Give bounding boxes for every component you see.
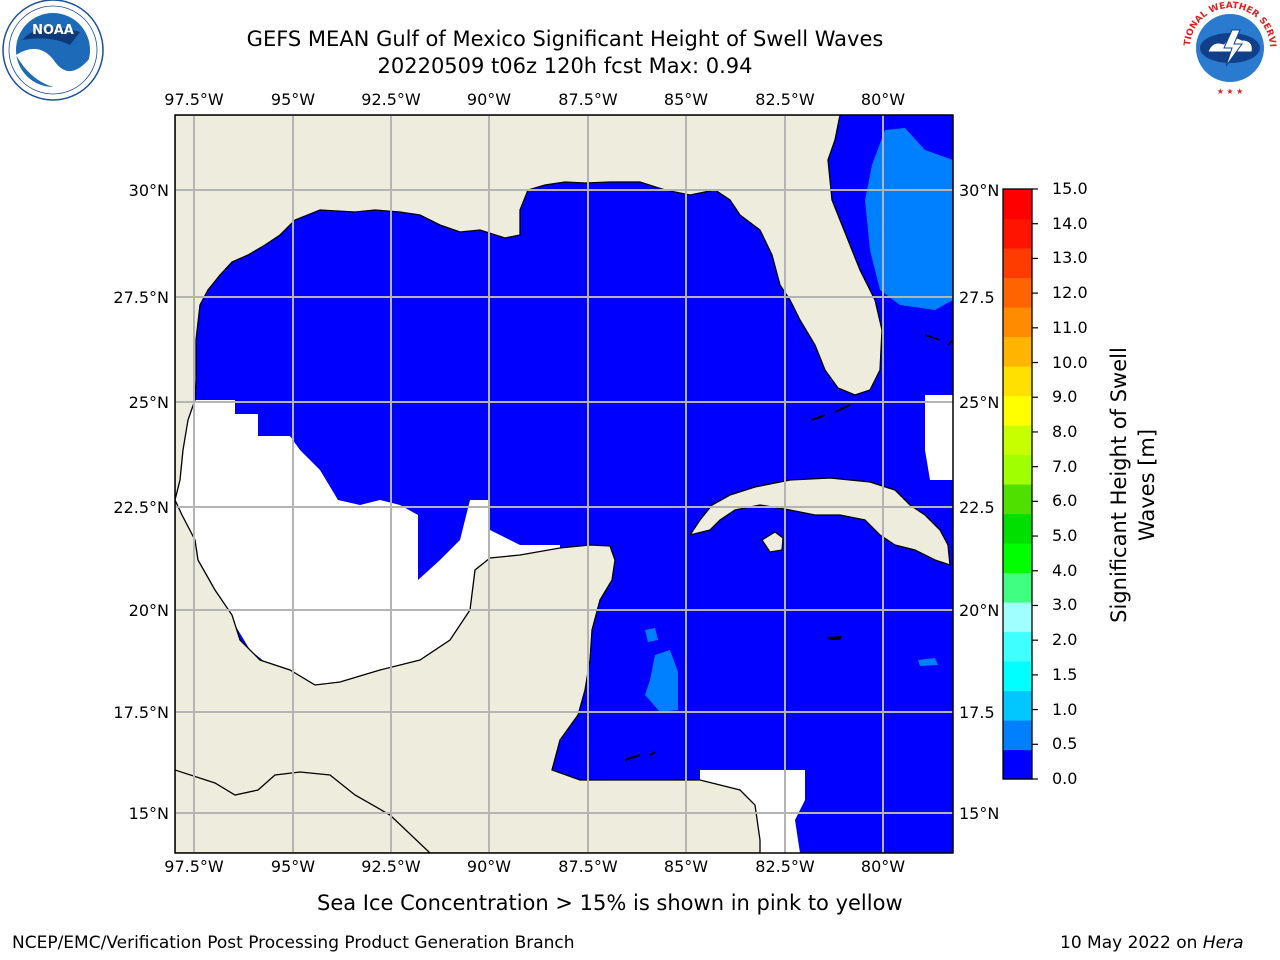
colorbar-tick-label: 12.0: [1052, 283, 1088, 303]
lat-label-right-30n: 30°N: [959, 181, 1000, 200]
land-bay-islands: [624, 751, 656, 761]
colorbar-swatch: [1003, 720, 1032, 751]
colorbar-title-line2: Waves [m]: [1135, 428, 1159, 542]
lat-label-right-20n: 20°N: [959, 601, 1000, 620]
colorbar-tick-label: 11.0: [1052, 317, 1088, 337]
colorbar-tick-label: 14.0: [1052, 213, 1088, 233]
colorbar-tick-label: 15.0: [1052, 179, 1088, 198]
swell-area-caribbean-3: [918, 658, 938, 666]
lon-label-bottom-97-5w: 97.5°W: [164, 857, 224, 876]
sea-ice-note: Sea Ice Concentration > 15% is shown in …: [317, 891, 903, 915]
lat-label-right-15n: 15°N: [959, 804, 1000, 823]
svg-text:NOAA: NOAA: [32, 23, 74, 38]
lon-label-bottom-87-5w: 87.5°W: [558, 857, 618, 876]
lon-label-bottom-82-5w: 82.5°W: [755, 857, 815, 876]
noaa-logo: NOAA: [2, 0, 104, 101]
colorbar-swatch: [1003, 513, 1032, 544]
colorbar-tick-label: 7.0: [1052, 456, 1078, 476]
colorbar-swatch: [1003, 336, 1032, 367]
colorbar-swatch: [1003, 602, 1032, 633]
colorbar-tick-label: 2.0: [1052, 630, 1078, 650]
colorbar-swatch: [1003, 572, 1032, 603]
land-cayman: [828, 636, 842, 640]
colorbar-tick-label: 6.0: [1052, 491, 1078, 511]
colorbar-title-line1: Significant Height of Swell: [1107, 347, 1131, 623]
colorbar-title: Significant Height of Swell Waves [m]: [1105, 330, 1161, 640]
footer-machine: Hera: [1202, 933, 1244, 953]
lat-label-right-27-5n: 27.5: [959, 288, 995, 307]
lon-label-bottom-90w: 90°W: [466, 857, 512, 876]
lat-label-left-30n: 30°N: [128, 181, 169, 200]
colorbar-swatch: [1003, 631, 1032, 662]
graticule: [175, 115, 953, 853]
footer-credit: NCEP/EMC/Verification Post Processing Pr…: [12, 933, 575, 953]
colorbar-swatch: [1003, 277, 1032, 308]
lon-label-top-87-5w: 87.5°W: [558, 90, 618, 109]
lon-label-top-97-5w: 97.5°W: [164, 90, 224, 109]
lat-label-left-15n: 15°N: [128, 804, 169, 823]
colorbar-swatch: [1003, 690, 1032, 721]
land-usa: [175, 115, 883, 501]
lon-label-top-82-5w: 82.5°W: [755, 90, 815, 109]
lon-label-bottom-92-5w: 92.5°W: [361, 857, 421, 876]
forecast-subtitle: 20220509 t06z 120h fcst Max: 0.94: [377, 54, 753, 78]
lon-label-top-85w: 85°W: [663, 90, 709, 109]
colorbar-swatch: [1003, 661, 1032, 692]
colorbar-tick-label: 1.0: [1052, 699, 1078, 719]
colorbar-tick-label: 5.0: [1052, 526, 1078, 546]
colorbar-tick-label: 1.5: [1052, 664, 1078, 684]
lat-label-right-25n: 25°N: [959, 393, 1000, 412]
colorbar-swatch: [1003, 307, 1032, 338]
footer-date: 10 May 2022 on Hera: [1060, 933, 1244, 953]
footer-date-text: 10 May 2022 on: [1060, 933, 1203, 953]
lon-label-top-92-5w: 92.5°W: [361, 90, 421, 109]
land-florida-keys: [811, 404, 851, 421]
colorbar-tick-label: 9.0: [1052, 387, 1078, 407]
colorbar-swatch: [1003, 248, 1032, 279]
map-frame: [174, 114, 954, 854]
colorbar-tick-label: 4.0: [1052, 560, 1078, 580]
lon-label-top-80w: 80°W: [860, 90, 906, 109]
lat-label-left-17-5n: 17.5°N: [113, 703, 169, 722]
colorbar-swatch: [1003, 425, 1032, 456]
colorbar-swatch: [1003, 543, 1032, 574]
lon-label-bottom-85w: 85°W: [663, 857, 709, 876]
nws-logo: NATIONAL WEATHER SERVICE ★ ★ ★: [1180, 0, 1277, 96]
lon-label-top-90w: 90°W: [466, 90, 512, 109]
colorbar-tick-label: 0.5: [1052, 734, 1078, 754]
lat-label-left-27-5n: 27.5°N: [113, 288, 169, 307]
colorbar-tick-label: 13.0: [1052, 248, 1088, 268]
svg-text:★ ★ ★: ★ ★ ★: [1217, 87, 1244, 96]
colorbar-tick-label: 0.0: [1052, 769, 1078, 788]
lat-label-left-20n: 20°N: [128, 601, 169, 620]
colorbar-swatch: [1003, 454, 1032, 485]
colorbar-tick-label: 3.0: [1052, 595, 1078, 615]
map-title: GEFS MEAN Gulf of Mexico Significant Hei…: [246, 27, 884, 51]
lon-label-top-95w: 95°W: [270, 90, 316, 109]
swell-area-caribbean-2: [645, 628, 658, 642]
no-data-area-atlantic: [925, 395, 953, 480]
colorbar-tick-label: 10.0: [1052, 352, 1088, 372]
lon-label-bottom-80w: 80°W: [860, 857, 906, 876]
colorbar-swatch: [1003, 366, 1032, 397]
land-isla-juventud: [761, 531, 784, 553]
colorbar-swatch: [1003, 484, 1032, 515]
lat-label-right-17-5n: 17.5: [959, 703, 995, 722]
land-bahamas: [924, 334, 953, 346]
land-mexico: [175, 499, 761, 853]
colorbar-tick-label: 8.0: [1052, 421, 1078, 441]
colorbar-swatch: [1003, 218, 1032, 249]
colorbar: [1003, 188, 1038, 780]
colorbar-swatch: [1003, 749, 1032, 780]
lat-label-left-25n: 25°N: [128, 393, 169, 412]
lon-label-bottom-95w: 95°W: [270, 857, 316, 876]
lat-label-right-22-5n: 22.5: [959, 498, 995, 517]
colorbar-frame: [1002, 188, 1033, 780]
lat-label-left-22-5n: 22.5°N: [113, 498, 169, 517]
colorbar-swatch: [1003, 189, 1032, 220]
colorbar-swatch: [1003, 395, 1032, 426]
swell-area-atlantic: [865, 128, 953, 310]
swell-area-caribbean-1: [645, 650, 678, 712]
